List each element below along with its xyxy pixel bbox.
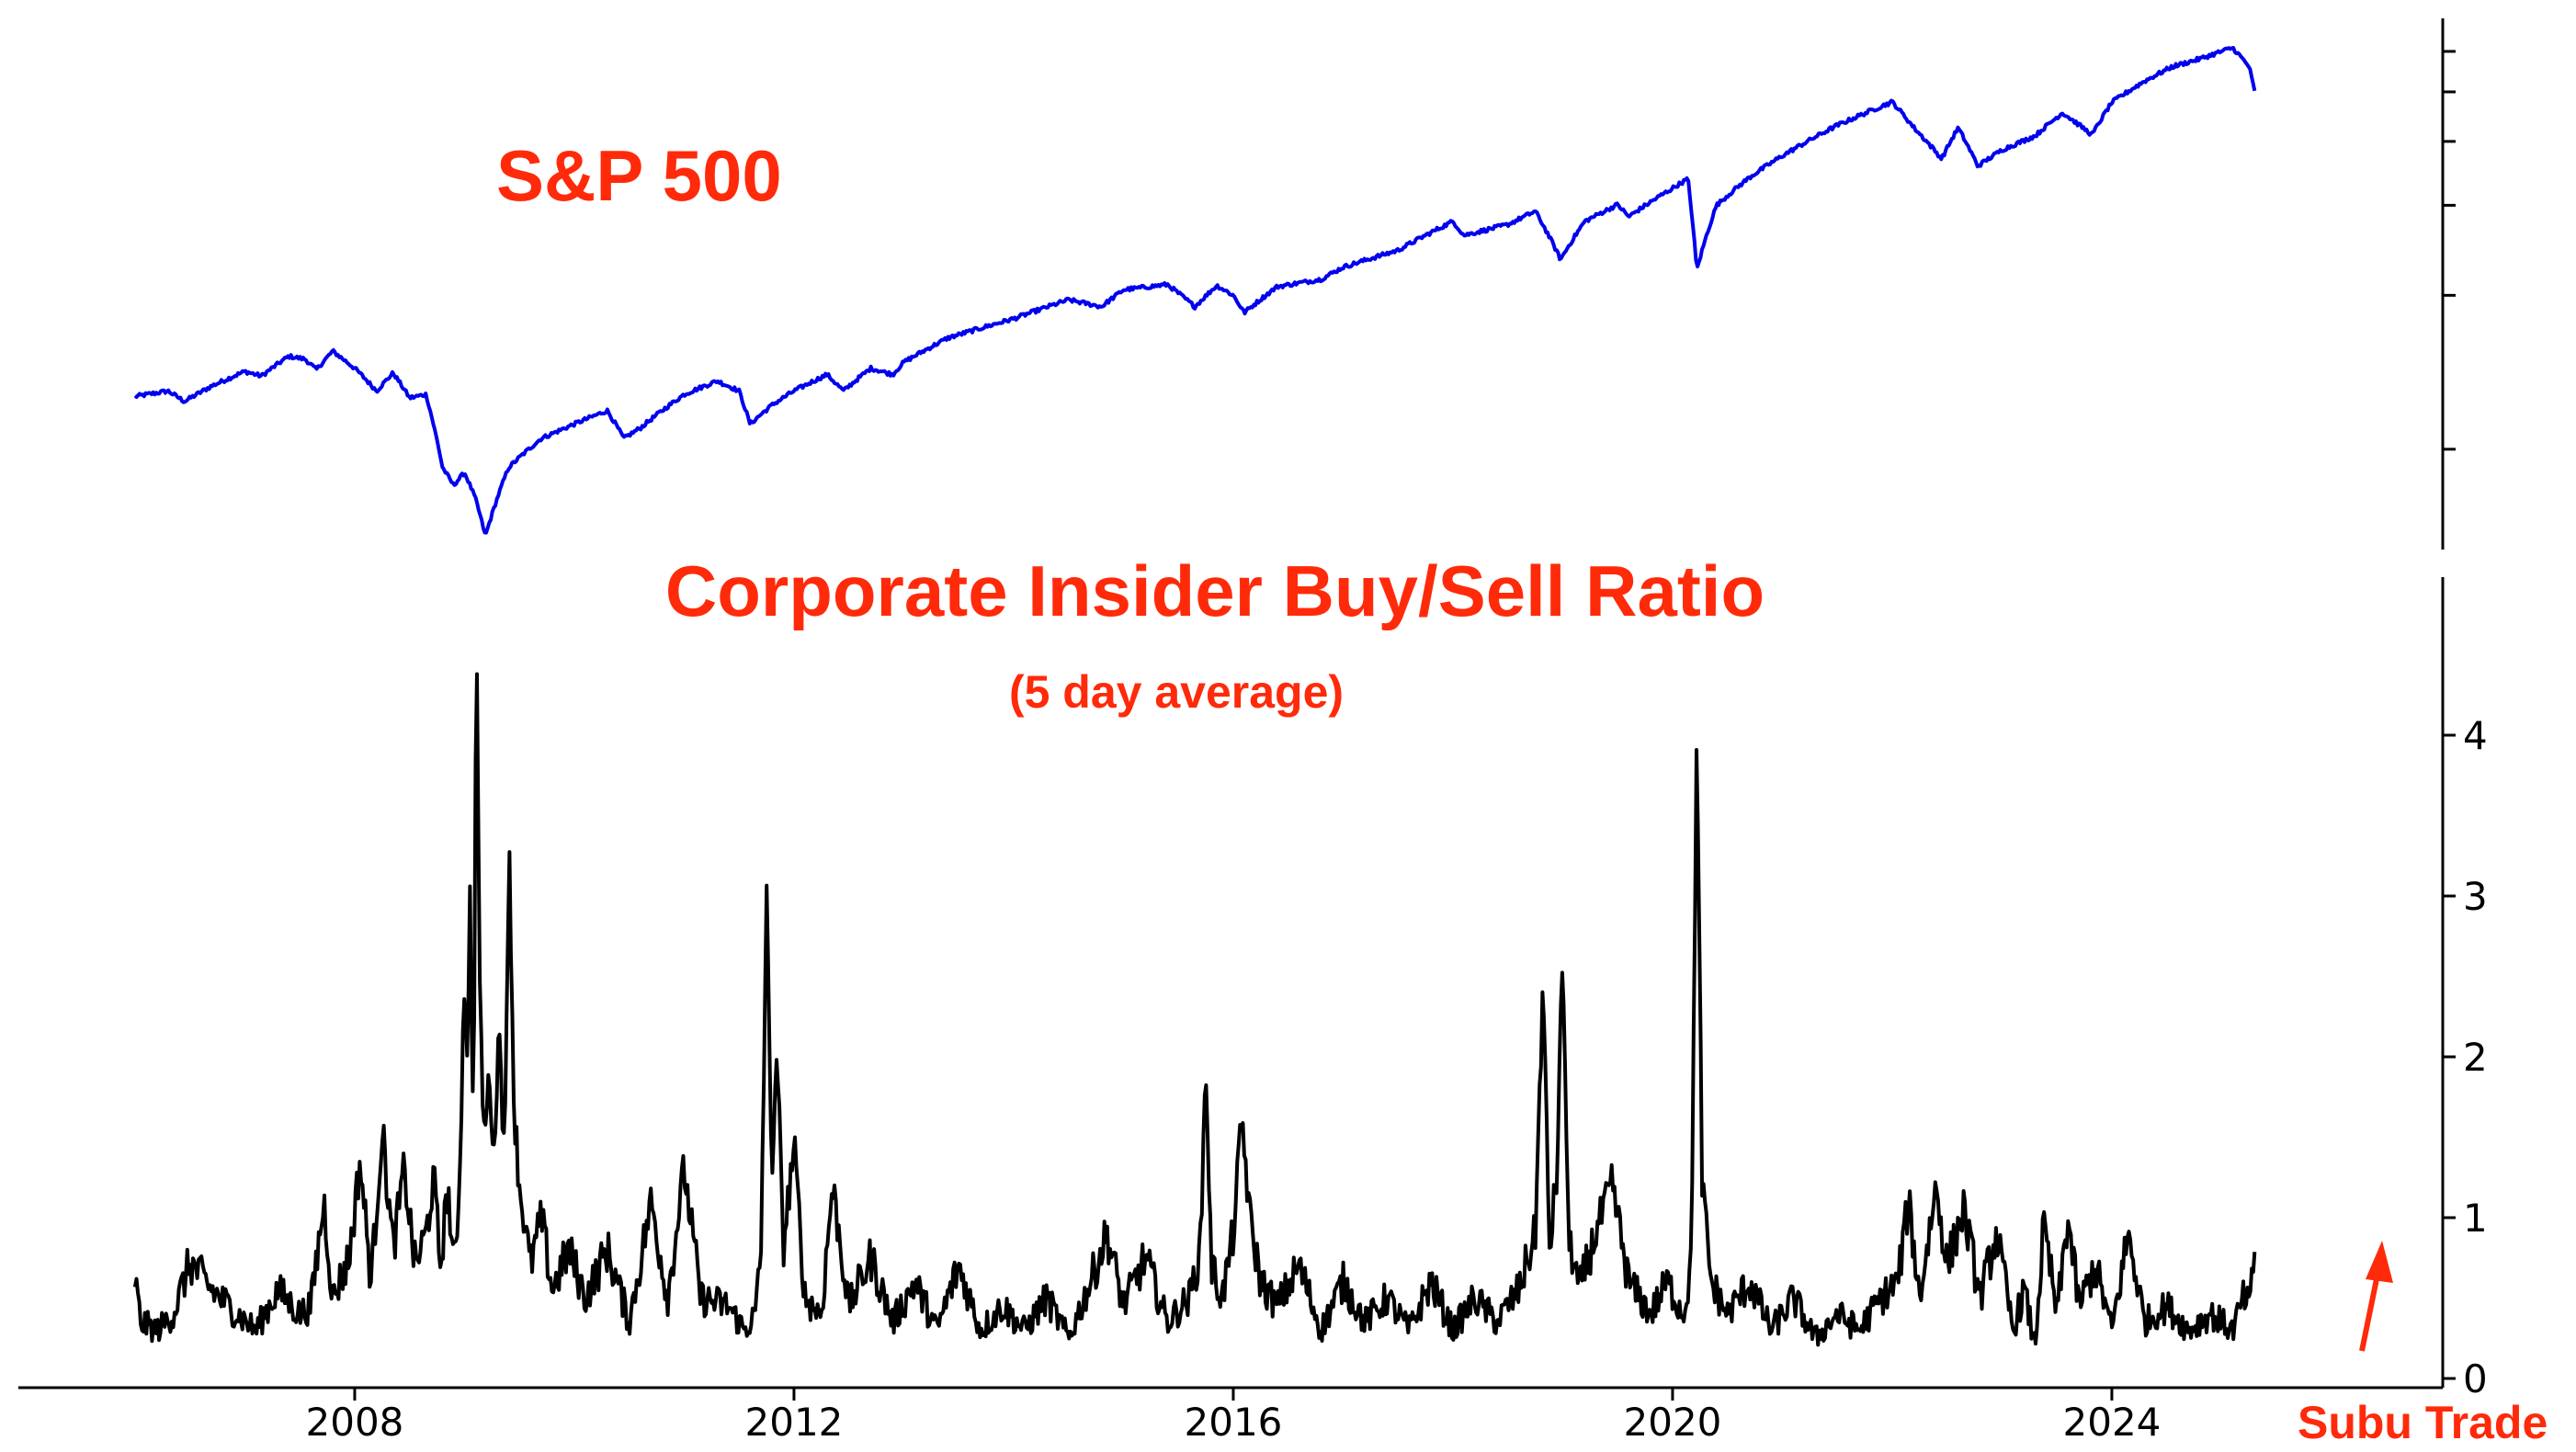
sp500-title: S&P 500 <box>496 135 782 216</box>
ratio-subtitle: (5 day average) <box>1009 666 1344 718</box>
credit-label: Subu Trade <box>2298 1397 2548 1448</box>
insider-ratio-series-line <box>132 672 2257 1347</box>
sp500-panel: S&P 500 <box>133 18 2456 550</box>
ratio-x-ticks: 2008 2012 2016 2020 2024 <box>306 1388 2162 1445</box>
arrow-head-icon <box>2366 1241 2393 1283</box>
ratio-x-tick-label: 2020 <box>1624 1400 1722 1445</box>
ratio-y-tick-label: 2 <box>2463 1035 2488 1080</box>
up-arrow-icon <box>2359 1269 2381 1352</box>
ratio-y-tick-label: 4 <box>2463 713 2488 758</box>
ratio-y-ticks: 0 1 2 3 4 <box>2443 713 2488 1401</box>
ratio-x-tick-label: 2012 <box>745 1400 844 1445</box>
ratio-y-tick-label: 1 <box>2463 1196 2488 1241</box>
ratio-x-tick-label: 2016 <box>1185 1400 1283 1445</box>
sp500-series-line <box>133 46 2257 535</box>
ratio-x-tick-label: 2008 <box>306 1400 404 1445</box>
sp500-axis-ticks <box>2443 50 2456 451</box>
annotation: Subu Trade <box>2298 1241 2548 1448</box>
ratio-x-tick-label: 2024 <box>2063 1400 2162 1445</box>
ratio-y-tick-label: 3 <box>2463 874 2488 919</box>
insider-ratio-panel: 0 1 2 3 4 2008 2012 2016 2020 2024 Corporate Ins… <box>18 550 2488 1445</box>
ratio-y-tick-label: 0 <box>2463 1356 2488 1401</box>
ratio-title: Corporate Insider Buy/Sell Ratio <box>665 550 1765 631</box>
